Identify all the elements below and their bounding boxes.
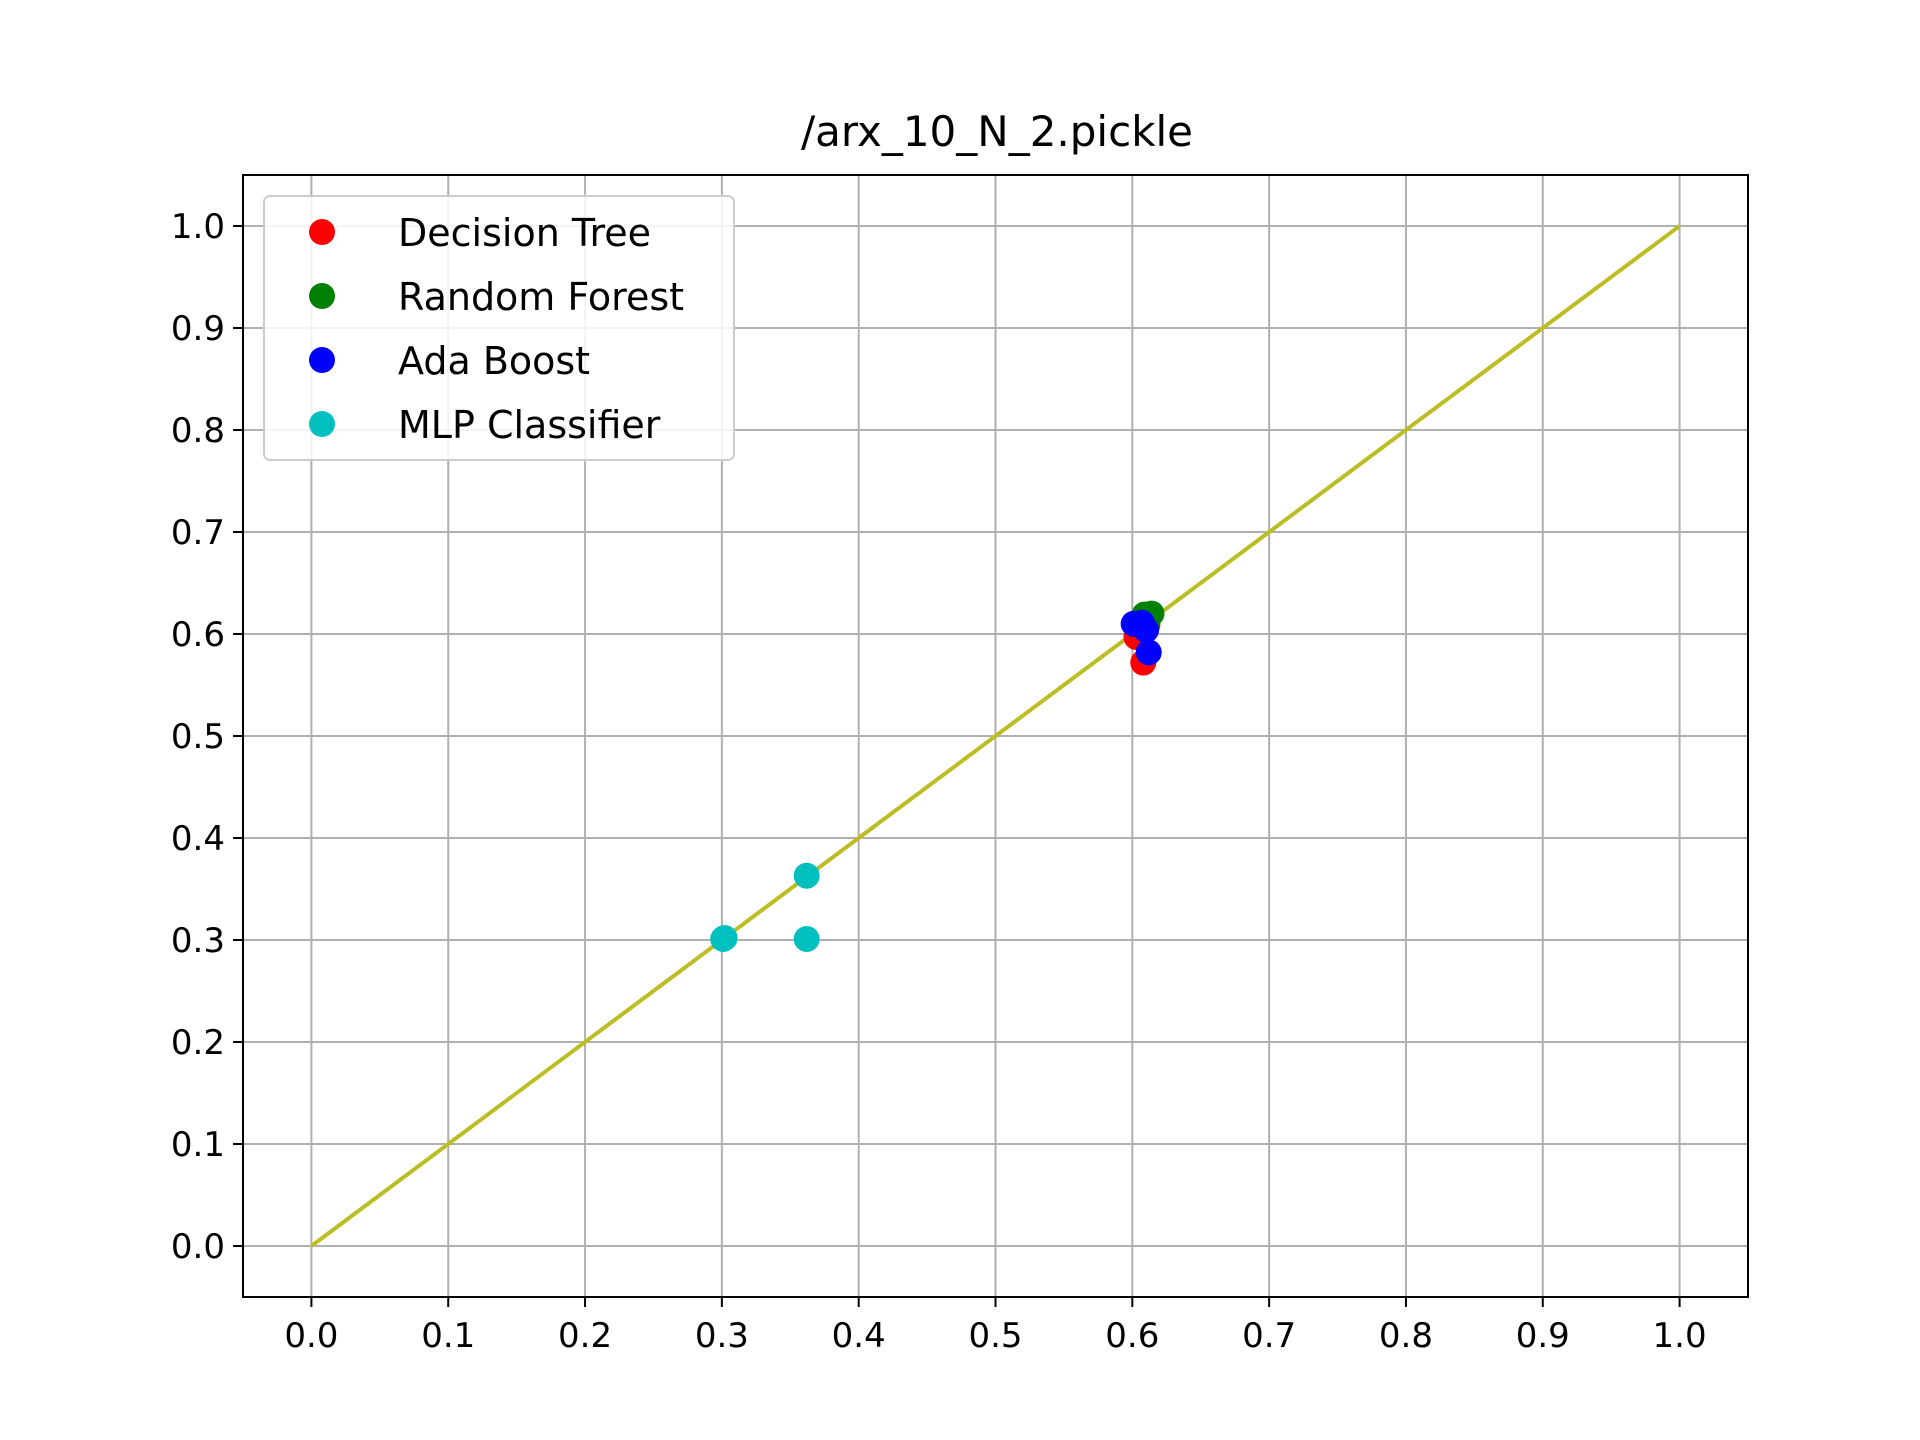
legend-label: Decision Tree [398, 211, 651, 255]
x-tick-label: 0.0 [284, 1316, 338, 1356]
x-tick-label: 1.0 [1653, 1316, 1707, 1356]
legend-marker [309, 283, 335, 309]
data-point-mlp-classifier [793, 925, 820, 952]
x-tick-label: 0.3 [695, 1316, 749, 1356]
legend-label: Ada Boost [398, 339, 590, 383]
y-tick-label: 0.0 [171, 1227, 225, 1267]
y-tick-label: 0.9 [171, 309, 225, 349]
reference-line-layer [310, 224, 1681, 1248]
x-tick-label: 0.2 [558, 1316, 612, 1356]
x-tick-label: 0.1 [421, 1316, 475, 1356]
legend-marker [309, 347, 335, 373]
chart-title: /arx_10_N_2.pickle [801, 107, 1193, 156]
x-tick-label: 0.9 [1516, 1316, 1570, 1356]
y-tick-label: 0.5 [171, 717, 225, 757]
x-tick-label: 0.5 [968, 1316, 1022, 1356]
x-tick-label: 0.8 [1379, 1316, 1433, 1356]
data-point-ada-boost [1135, 639, 1162, 666]
data-point-mlp-classifier [793, 862, 820, 889]
legend-label: MLP Classifier [398, 403, 661, 447]
y-tick-label: 0.1 [171, 1125, 225, 1165]
y-tick-label: 0.7 [171, 513, 225, 553]
y-tick-label: 0.4 [171, 819, 225, 859]
x-tick-label: 0.7 [1242, 1316, 1296, 1356]
y-tick-label: 0.6 [171, 615, 225, 655]
data-point-mlp-classifier [711, 924, 738, 951]
x-tick-label: 0.6 [1105, 1316, 1159, 1356]
data-points-layer [710, 600, 1165, 952]
legend-marker [309, 411, 335, 437]
x-tick-label: 0.4 [832, 1316, 886, 1356]
legend-box [263, 195, 735, 461]
data-point-ada-boost [1133, 616, 1159, 643]
legend-marker [309, 219, 335, 245]
legend-label: Random Forest [398, 275, 684, 319]
y-tick-label: 0.8 [171, 411, 225, 451]
y-tick-label: 1.0 [171, 207, 225, 247]
y-tick-label: 0.3 [171, 921, 225, 961]
legend: Decision Tree Random Forest Ada Boost MLP C… [263, 195, 735, 461]
axis-ticks: 0.0 0.1 0.2 0.3 0.4 0.5 0.6 0.7 0.8 0.9 1.0 0.0 0.1 0… [171, 207, 1707, 1356]
diagonal-reference-line [310, 224, 1681, 1248]
y-tick-label: 0.2 [171, 1023, 225, 1063]
